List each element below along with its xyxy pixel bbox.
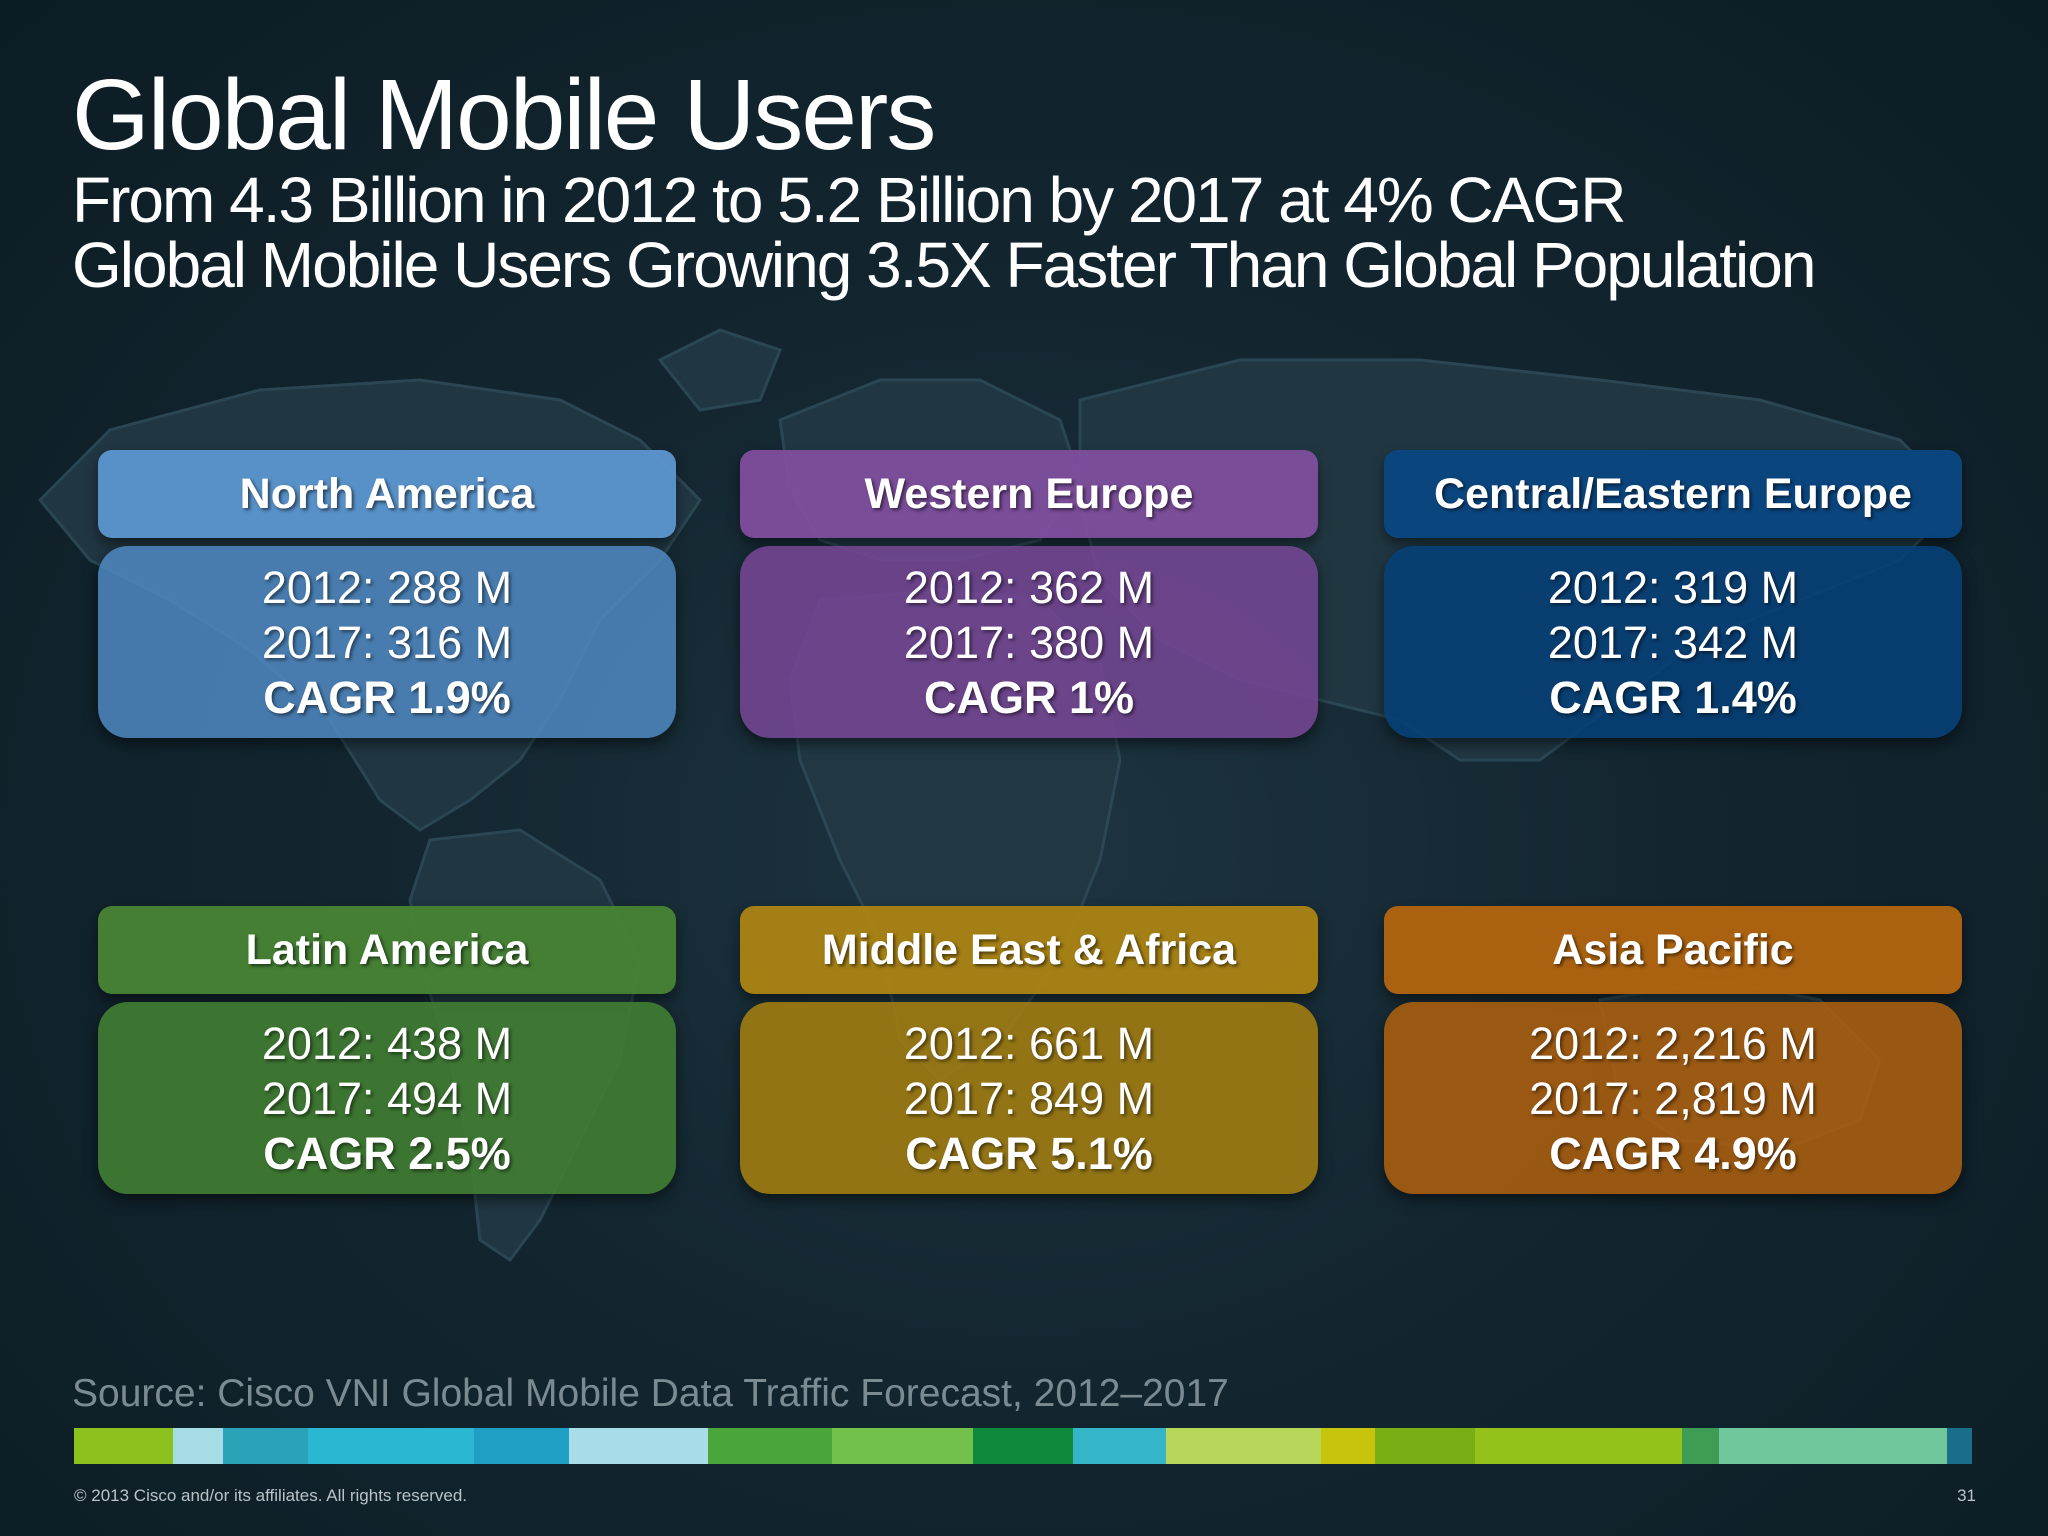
stat-2012: 2012: 288 M	[261, 561, 513, 613]
region-card-north-america: North America 2012: 288 M 2017: 316 M CA…	[98, 450, 676, 738]
color-bar-segment	[1681, 1428, 1720, 1464]
region-card-asia-pacific: Asia Pacific 2012: 2,216 M 2017: 2,819 M…	[1384, 906, 1962, 1194]
color-bar-segment	[74, 1428, 174, 1464]
color-bar-segment	[473, 1428, 570, 1464]
region-card-latin-america: Latin America 2012: 438 M 2017: 494 M CA…	[98, 906, 676, 1194]
source-note: Source: Cisco VNI Global Mobile Data Tra…	[72, 1372, 1229, 1415]
stat-2012: 2012: 2,216 M	[1529, 1017, 1817, 1069]
stat-2017: 2017: 849 M	[903, 1072, 1155, 1124]
color-bar-segment	[308, 1428, 474, 1464]
color-bar-segment	[1474, 1428, 1682, 1464]
subtitle-line-2: Global Mobile Users Growing 3.5X Faster …	[72, 229, 1816, 301]
color-bar-segment	[223, 1428, 309, 1464]
stat-2017: 2017: 380 M	[903, 616, 1155, 668]
color-bar-segment	[1072, 1428, 1166, 1464]
stat-cagr: CAGR 4.9%	[1549, 1127, 1797, 1179]
color-bar-segment	[1947, 1428, 1972, 1464]
copyright-notice: © 2013 Cisco and/or its affiliates. All …	[74, 1486, 468, 1505]
color-bar-segment	[1719, 1428, 1948, 1464]
color-bar-segment	[1375, 1428, 1475, 1464]
color-bar-segment	[173, 1428, 224, 1464]
stat-cagr: CAGR 1%	[923, 671, 1135, 723]
stat-2017: 2017: 316 M	[261, 616, 513, 668]
page-title: Global Mobile Users	[72, 59, 936, 171]
region-header: Middle East & Africa	[740, 906, 1318, 994]
region-card-western-europe: Western Europe 2012: 362 M 2017: 380 M C…	[740, 450, 1318, 738]
region-stats: 2012: 2,216 M 2017: 2,819 M CAGR 4.9%	[1384, 1002, 1962, 1194]
stat-2017: 2017: 342 M	[1547, 616, 1799, 668]
color-bar-segment	[832, 1428, 974, 1464]
region-header: Western Europe	[740, 450, 1318, 538]
region-card-middle-east-africa: Middle East & Africa 2012: 661 M 2017: 8…	[740, 906, 1318, 1194]
region-stats: 2012: 362 M 2017: 380 M CAGR 1%	[740, 546, 1318, 738]
stat-cagr: CAGR 1.9%	[263, 671, 511, 723]
region-header: Asia Pacific	[1384, 906, 1962, 994]
color-bar-segment	[569, 1428, 708, 1464]
stat-2012: 2012: 438 M	[261, 1017, 513, 1069]
stat-2012: 2012: 319 M	[1547, 561, 1799, 613]
subtitle-line-1: From 4.3 Billion in 2012 to 5.2 Billion …	[72, 164, 1626, 236]
stat-cagr: CAGR 5.1%	[905, 1127, 1153, 1179]
region-card-central-eastern-europe: Central/Eastern Europe 2012: 319 M 2017:…	[1384, 450, 1962, 738]
stat-2017: 2017: 2,819 M	[1529, 1072, 1817, 1124]
stat-cagr: CAGR 2.5%	[263, 1127, 511, 1179]
stat-2017: 2017: 494 M	[261, 1072, 513, 1124]
decorative-color-bar	[74, 1428, 1972, 1464]
color-bar-segment	[1321, 1428, 1376, 1464]
color-bar-segment	[1165, 1428, 1322, 1464]
region-stats: 2012: 438 M 2017: 494 M CAGR 2.5%	[98, 1002, 676, 1194]
region-stats: 2012: 288 M 2017: 316 M CAGR 1.9%	[98, 546, 676, 738]
region-stats: 2012: 661 M 2017: 849 M CAGR 5.1%	[740, 1002, 1318, 1194]
region-header: Central/Eastern Europe	[1384, 450, 1962, 538]
stat-2012: 2012: 362 M	[903, 561, 1155, 613]
color-bar-segment	[708, 1428, 833, 1464]
page-number: 31	[1957, 1486, 1976, 1505]
color-bar-segment	[973, 1428, 1073, 1464]
stat-2012: 2012: 661 M	[903, 1017, 1155, 1069]
region-header: North America	[98, 450, 676, 538]
stat-cagr: CAGR 1.4%	[1549, 671, 1797, 723]
region-header: Latin America	[98, 906, 676, 994]
region-stats: 2012: 319 M 2017: 342 M CAGR 1.4%	[1384, 546, 1962, 738]
